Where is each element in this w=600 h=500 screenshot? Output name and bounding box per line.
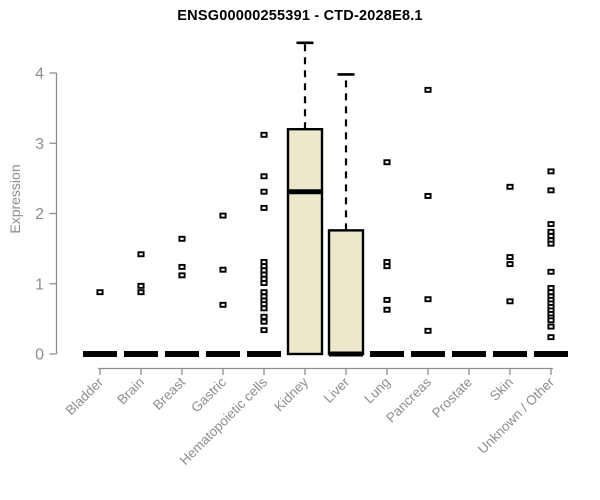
outlier-point	[547, 240, 555, 247]
outlier-point	[96, 289, 104, 296]
y-tick-label: 0	[35, 347, 44, 364]
outlier-point	[260, 313, 268, 320]
outlier-point	[383, 296, 391, 303]
outlier-point	[547, 334, 555, 341]
collapsed-box	[370, 351, 404, 357]
chart-title: ENSG00000255391 - CTD-2028E8.1	[177, 8, 423, 24]
y-tick-label: 1	[35, 276, 44, 293]
outlier-point	[547, 187, 555, 194]
x-tick-label: Kidney	[271, 374, 311, 414]
x-tick-label: Prostate	[429, 375, 475, 421]
collapsed-box	[452, 351, 486, 357]
outlier-point	[260, 327, 268, 334]
outlier-point	[547, 323, 555, 330]
outlier-point	[506, 298, 514, 305]
outlier-point	[178, 272, 186, 279]
x-tick-label: Liver	[321, 374, 353, 406]
outlier-point	[506, 254, 514, 261]
outlier-point	[424, 296, 432, 303]
outlier-point	[506, 261, 514, 268]
outlier-point	[260, 318, 268, 325]
outlier-point	[260, 204, 268, 211]
outlier-point	[547, 221, 555, 227]
outlier-point	[178, 235, 186, 242]
outlier-point	[260, 131, 268, 138]
outlier-point	[424, 86, 432, 93]
collapsed-box	[534, 351, 568, 357]
collapsed-box	[493, 351, 527, 357]
outlier-point	[219, 301, 227, 308]
outlier-point	[383, 306, 391, 313]
x-tick-label: Brain	[114, 375, 147, 408]
collapsed-box	[247, 351, 281, 357]
x-tick-label: Gastric	[188, 374, 229, 415]
x-tick-label: Breast	[150, 374, 188, 412]
outlier-point	[137, 289, 145, 296]
y-tick-label: 3	[35, 136, 44, 153]
outlier-point	[260, 305, 268, 312]
box-iqr	[327, 229, 365, 356]
outlier-point	[547, 168, 555, 175]
outlier-point	[506, 183, 514, 190]
collapsed-box	[165, 351, 199, 357]
collapsed-box	[83, 351, 117, 357]
box-iqr	[286, 127, 324, 356]
outlier-point	[424, 327, 432, 334]
outlier-point	[219, 212, 227, 219]
x-tick-label: Pancreas	[383, 374, 434, 425]
x-tick-label: Bladder	[63, 374, 107, 418]
outlier-point	[260, 280, 268, 286]
outlier-point	[260, 188, 268, 195]
outlier-point	[178, 263, 186, 270]
y-tick-label: 4	[35, 66, 44, 83]
collapsed-box	[124, 351, 158, 357]
x-tick-label: Skin	[487, 375, 516, 404]
outlier-point	[383, 263, 391, 270]
y-tick-label: 2	[35, 206, 44, 223]
outlier-point	[260, 173, 268, 180]
collapsed-box	[411, 351, 445, 357]
outlier-point	[383, 159, 391, 166]
outlier-point	[547, 268, 555, 275]
x-tick-label: Lung	[361, 375, 393, 407]
x-tick-label: Unknown / Other	[475, 374, 558, 457]
outlier-point	[137, 251, 145, 258]
outlier-point	[547, 317, 555, 324]
collapsed-box	[206, 351, 240, 357]
outlier-point	[424, 192, 432, 199]
outlier-point	[137, 282, 145, 289]
outlier-point	[219, 266, 227, 273]
